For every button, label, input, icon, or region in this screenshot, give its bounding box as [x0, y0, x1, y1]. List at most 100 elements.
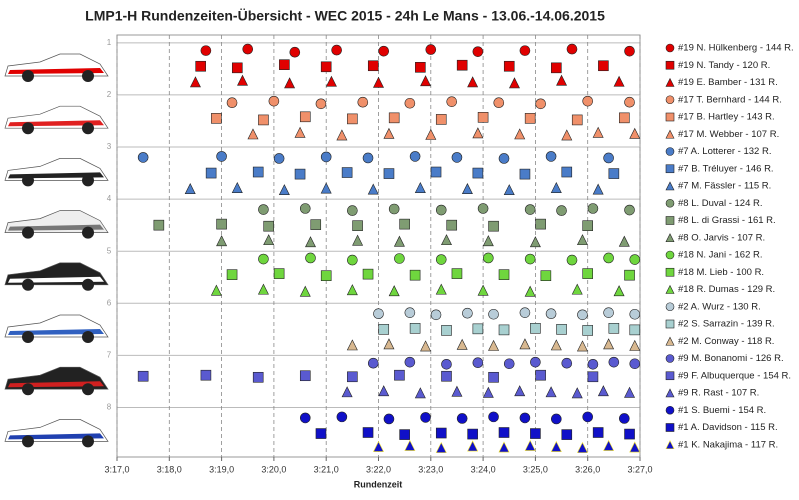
point — [258, 253, 269, 265]
point — [446, 219, 458, 231]
legend-marker — [665, 371, 675, 381]
point — [362, 152, 374, 164]
legend-marker — [665, 164, 675, 174]
point — [341, 167, 353, 178]
point — [320, 182, 332, 194]
legend-label: #18 R. Dumas - 129 R. — [678, 284, 775, 295]
x-axis-title: Rundenzeit — [354, 479, 403, 489]
point — [524, 439, 536, 451]
point — [352, 234, 364, 246]
point — [425, 128, 437, 140]
point — [629, 324, 641, 336]
point — [378, 45, 390, 57]
x-tick-label: 3:22,0 — [366, 464, 391, 474]
x-tick-label: 3:23,0 — [418, 464, 443, 474]
point — [603, 252, 614, 264]
point — [587, 371, 599, 383]
point — [383, 127, 395, 139]
point — [488, 308, 499, 320]
point — [451, 152, 463, 163]
point — [435, 283, 447, 295]
point — [629, 441, 641, 453]
point — [383, 338, 395, 350]
point — [346, 339, 358, 351]
car-wheel — [82, 383, 94, 396]
legend-label: #8 L. Duval - 124 R. — [678, 198, 763, 209]
legend-marker — [665, 388, 675, 398]
point — [488, 371, 499, 383]
point — [530, 323, 541, 334]
point — [535, 98, 546, 110]
x-tick-label: 3:25,0 — [523, 464, 548, 474]
point — [446, 96, 458, 107]
point — [498, 269, 510, 280]
point — [278, 184, 290, 196]
y-tick-label: 8 — [107, 403, 112, 412]
point — [508, 77, 520, 89]
legend-label: #19 N. Tandy - 120 R. — [678, 60, 770, 71]
point — [320, 270, 332, 281]
point — [624, 204, 635, 216]
x-tick-label: 3:18,0 — [157, 464, 182, 474]
legend-marker — [665, 198, 675, 208]
point — [571, 387, 583, 399]
point — [456, 59, 468, 71]
point — [137, 370, 149, 382]
point — [373, 76, 384, 88]
point — [467, 428, 478, 440]
point — [279, 59, 290, 70]
legend-label: #2 A. Wurz - 130 R. — [678, 301, 761, 312]
point — [231, 181, 243, 193]
point — [582, 220, 594, 231]
point — [467, 76, 479, 88]
point — [315, 98, 327, 110]
point — [305, 236, 316, 248]
point — [493, 97, 505, 109]
legend-label: #17 B. Hartley - 143 R. — [678, 112, 775, 123]
point — [603, 152, 614, 164]
legend-marker — [665, 250, 675, 260]
point — [477, 284, 489, 296]
point — [488, 339, 500, 351]
point — [535, 218, 546, 230]
point — [519, 45, 531, 56]
legend-label: #9 R. Rast - 107 R. — [678, 388, 759, 399]
point — [409, 269, 421, 281]
car-wheel — [82, 435, 94, 448]
point — [252, 371, 264, 383]
point — [211, 113, 222, 124]
point — [624, 428, 635, 440]
legend-label: #1 A. Davidson - 115 R. — [678, 422, 778, 433]
point — [441, 234, 452, 246]
point — [550, 440, 562, 452]
point — [624, 269, 635, 281]
point — [566, 254, 578, 266]
point — [367, 60, 379, 72]
legend: #19 N. Hülkenberg - 144 R. #19 N. Tandy -… — [665, 43, 794, 450]
y-tick-label: 3 — [107, 142, 112, 151]
point — [598, 60, 609, 72]
point — [477, 112, 489, 123]
point — [383, 168, 395, 179]
point — [247, 128, 259, 140]
point — [524, 113, 536, 124]
point — [472, 127, 484, 139]
point — [613, 75, 625, 87]
point — [299, 370, 311, 382]
point — [414, 181, 426, 193]
point — [299, 111, 311, 123]
point — [357, 96, 369, 108]
point — [378, 324, 390, 335]
point — [482, 386, 494, 398]
point — [519, 338, 531, 350]
point — [294, 168, 306, 180]
point — [362, 268, 374, 280]
point — [477, 203, 489, 214]
point — [503, 60, 515, 72]
legend-marker — [665, 147, 675, 156]
point — [435, 427, 447, 439]
point — [456, 338, 468, 350]
point — [524, 253, 536, 265]
x-tick-label: 3:17,0 — [104, 464, 129, 474]
point — [587, 203, 599, 214]
